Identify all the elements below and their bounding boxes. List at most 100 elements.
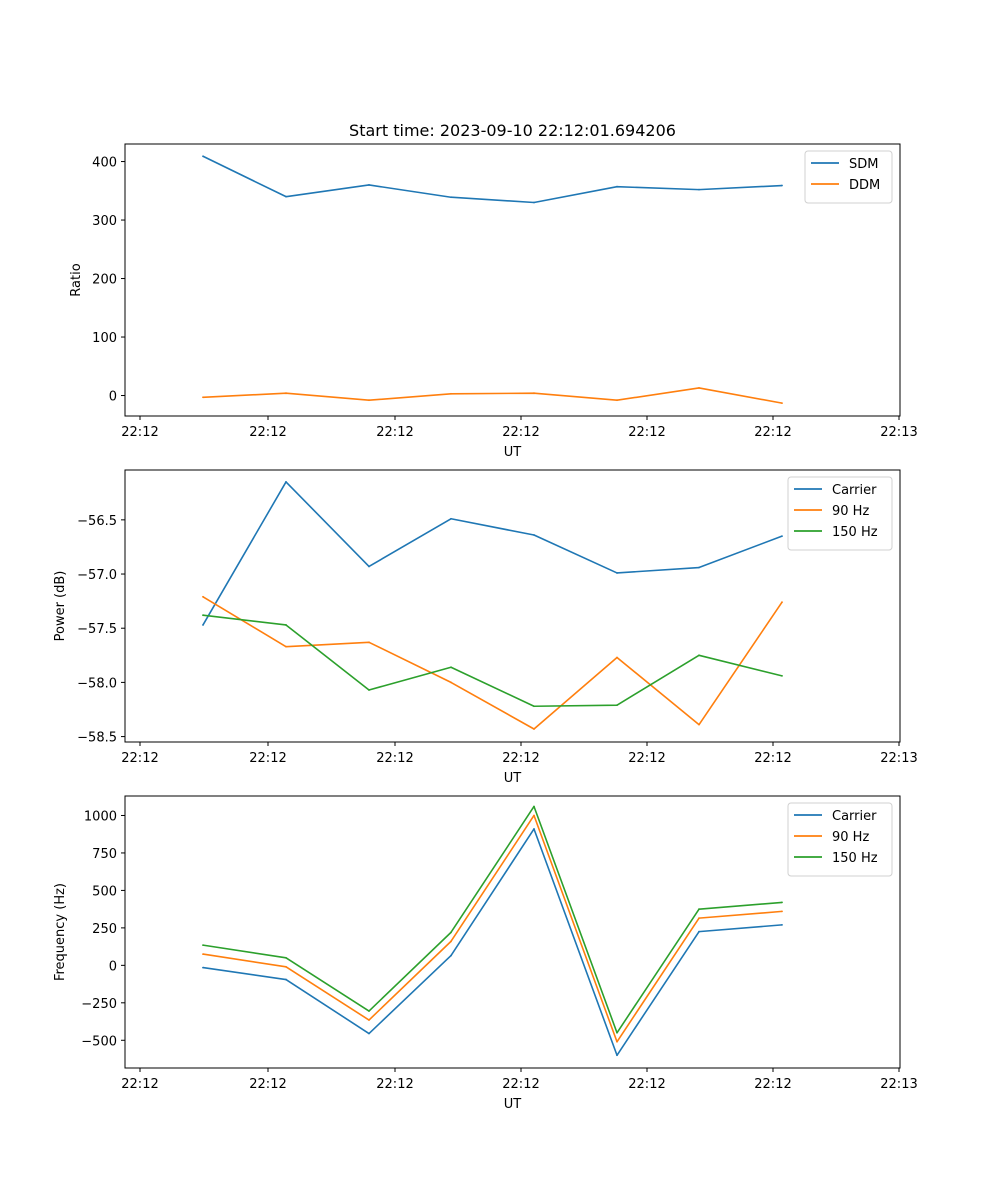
- x-axis-label: UT: [504, 771, 522, 786]
- data-point: [781, 184, 783, 187]
- data-point: [781, 923, 783, 926]
- data-point: [368, 1032, 370, 1035]
- data-point: [202, 624, 204, 626]
- axes-frame: [124, 143, 901, 417]
- data-point: [285, 978, 287, 981]
- data-point: [698, 930, 700, 933]
- x-tick-label: 22:12: [502, 425, 539, 440]
- data-point: [368, 565, 370, 568]
- series-line-carrier: [202, 481, 783, 626]
- series-line-ddm: [202, 387, 783, 404]
- data-point: [285, 624, 287, 626]
- data-point: [450, 954, 452, 957]
- data-point: [781, 910, 783, 913]
- data-point: [781, 535, 783, 537]
- series-line-150-hz: [202, 805, 783, 1034]
- y-tick-label: 500: [92, 884, 117, 899]
- data-point: [202, 155, 204, 158]
- data-point: [781, 901, 783, 904]
- x-tick-label: 22:12: [376, 425, 413, 440]
- data-point: [616, 704, 618, 707]
- legend-entry: DDM: [849, 178, 880, 193]
- legend: Carrier 90 Hz 150 Hz: [787, 802, 893, 877]
- y-tick-label: 300: [92, 214, 117, 229]
- chart-panel-2: −58.5 −58.0 −57.5 −57.0 −56.5 22:12 22:12 22:12…: [53, 469, 918, 786]
- data-point: [698, 566, 700, 569]
- data-point: [202, 944, 204, 947]
- data-point: [698, 917, 700, 920]
- data-point: [533, 392, 535, 395]
- y-tick-label: 0: [109, 959, 117, 974]
- axes-frame: [124, 795, 901, 1069]
- y-tick-label: −500: [81, 1034, 117, 1049]
- chart-panel-3: −500 −250 0 250 500 750 1000 22:12 22:12 22:12 22:…: [53, 795, 918, 1112]
- data-point: [698, 908, 700, 911]
- axes-frame: [124, 469, 901, 743]
- data-point: [616, 572, 618, 574]
- x-tick-label: 22:12: [249, 425, 286, 440]
- data-point: [285, 965, 287, 968]
- series-line-150-hz: [202, 614, 783, 708]
- data-point: [202, 614, 204, 617]
- data-point: [368, 1010, 370, 1012]
- legend: Carrier 90 Hz 150 Hz: [787, 476, 893, 551]
- x-tick-label: 22:12: [249, 751, 286, 766]
- y-tick-label: 400: [92, 156, 117, 171]
- x-tick-label: 22:12: [121, 1077, 158, 1092]
- data-point: [285, 956, 287, 959]
- data-point: [202, 396, 204, 399]
- data-point: [781, 675, 783, 677]
- y-tick-label: −57.0: [77, 568, 117, 583]
- data-point: [616, 656, 618, 659]
- x-axis-label: UT: [504, 445, 522, 460]
- y-tick-label: −58.0: [77, 676, 117, 691]
- x-tick-label: 22:12: [754, 751, 791, 766]
- data-point: [450, 517, 452, 520]
- legend-entry: 150 Hz: [832, 851, 878, 866]
- y-axis-label: Frequency (Hz): [53, 883, 68, 981]
- legend-entry: 150 Hz: [832, 525, 878, 540]
- series-line-90-hz: [202, 596, 783, 730]
- data-point: [698, 387, 700, 389]
- data-point: [533, 728, 535, 730]
- x-tick-label: 22:13: [880, 751, 917, 766]
- chart-panel-1: Start time: 2023-09-10 22:12:01.694206 0 1…: [69, 121, 918, 460]
- x-axis-label: UT: [504, 1097, 522, 1112]
- x-tick-label: 22:13: [880, 425, 917, 440]
- x-tick-label: 22:12: [628, 1077, 665, 1092]
- data-point: [698, 188, 700, 191]
- x-tick-label: 22:12: [121, 425, 158, 440]
- y-tick-label: −58.5: [77, 731, 117, 746]
- data-point: [368, 1019, 370, 1021]
- data-point: [698, 654, 700, 657]
- data-point: [202, 966, 204, 969]
- y-tick-label: 100: [92, 331, 117, 346]
- y-tick-label: 0: [109, 390, 117, 405]
- x-tick-label: 22:12: [502, 751, 539, 766]
- legend-entry: 90 Hz: [832, 830, 869, 845]
- data-point: [781, 402, 783, 405]
- data-point: [368, 641, 370, 644]
- y-tick-label: 200: [92, 273, 117, 288]
- chart-title: Start time: 2023-09-10 22:12:01.694206: [349, 121, 676, 140]
- legend-entry: Carrier: [832, 483, 877, 498]
- data-point: [450, 681, 452, 684]
- x-tick-label: 22:12: [628, 751, 665, 766]
- data-point: [533, 534, 535, 536]
- legend-entry: 90 Hz: [832, 504, 869, 519]
- data-point: [285, 195, 287, 198]
- x-tick-label: 22:12: [502, 1077, 539, 1092]
- data-point: [368, 689, 370, 691]
- data-point: [781, 601, 783, 604]
- data-point: [450, 666, 452, 669]
- x-tick-label: 22:12: [376, 1077, 413, 1092]
- data-point: [616, 1040, 618, 1043]
- series-line-90-hz: [202, 814, 783, 1043]
- data-point: [533, 828, 535, 830]
- x-tick-label: 22:12: [249, 1077, 286, 1092]
- data-point: [202, 953, 204, 955]
- data-point: [616, 1031, 618, 1034]
- y-tick-label: 1000: [84, 809, 117, 824]
- data-point: [450, 931, 452, 934]
- data-point: [450, 196, 452, 199]
